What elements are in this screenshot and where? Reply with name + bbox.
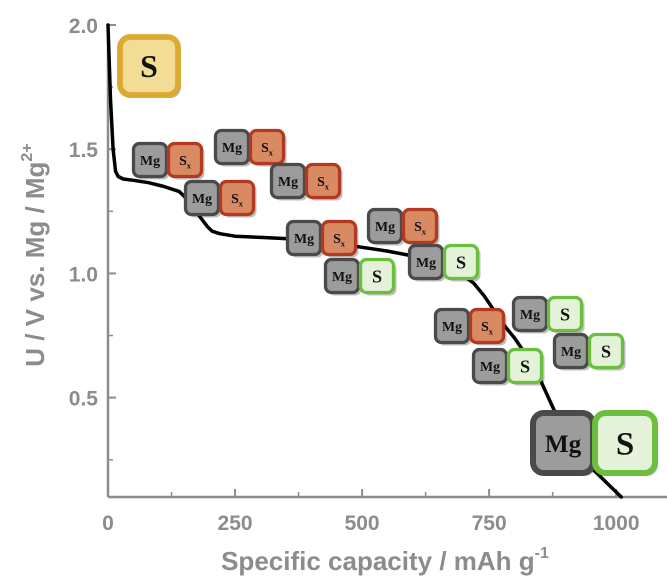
svg-text:S: S xyxy=(616,427,634,463)
svg-text:Mg: Mg xyxy=(140,153,160,168)
svg-text:Sx: Sx xyxy=(481,319,494,336)
x-ticks: 0 250 500 750 1000 xyxy=(102,489,640,535)
mg-sx-pair-6-left: Mg xyxy=(366,207,405,246)
svg-text:Sx: Sx xyxy=(414,219,427,236)
svg-text:Mg: Mg xyxy=(294,231,314,246)
sulfur-block: S xyxy=(117,34,181,98)
x-axis-title: Specific capacity / mAh g-1 xyxy=(221,545,549,576)
mg-s-pair-2-right: S xyxy=(442,243,481,282)
svg-text:Mg: Mg xyxy=(442,319,462,334)
svg-text:Mg: Mg xyxy=(192,191,212,206)
mg-sx-pair-3-left: Mg xyxy=(183,179,222,218)
mg-s-pair-3-left: Mg xyxy=(511,295,550,334)
svg-text:S: S xyxy=(601,341,611,361)
x-tick-label: 1000 xyxy=(593,512,640,535)
svg-text:Sx: Sx xyxy=(231,191,244,208)
svg-text:Sx: Sx xyxy=(261,140,274,157)
mg-sx-pair-4-right: Sx xyxy=(304,162,343,201)
y-tick-label: 2.0 xyxy=(69,15,98,38)
svg-text:Mg: Mg xyxy=(545,431,582,458)
x-axis-title-sup: -1 xyxy=(535,545,549,562)
mg-sx-pair-2-left: Mg xyxy=(213,128,252,167)
mg-sx-pair-6-right: Sx xyxy=(401,207,440,246)
y-axis-title: U / V vs. Mg / Mg2+ xyxy=(19,143,50,366)
svg-text:Mg: Mg xyxy=(332,269,352,284)
svg-text:S: S xyxy=(140,49,158,84)
y-tick-label: 1.5 xyxy=(69,139,99,162)
y-axis-title-sup: 2+ xyxy=(19,143,36,161)
svg-text:S: S xyxy=(560,304,570,324)
svg-text:Mg: Mg xyxy=(561,344,581,359)
axes xyxy=(106,25,667,499)
svg-text:Mg: Mg xyxy=(416,255,436,270)
svg-text:Mg: Mg xyxy=(375,219,395,234)
x-tick-label: 250 xyxy=(218,512,253,535)
mg-sx-pair-5-right: Sx xyxy=(320,219,359,258)
mg-sx-pair-7-right: Sx xyxy=(468,307,507,346)
svg-text:Sx: Sx xyxy=(179,153,192,170)
x-tick-label: 0 xyxy=(102,512,114,535)
mg-s-pair-1-left: Mg xyxy=(323,257,362,296)
mg-s-pair-4-left: Mg xyxy=(471,347,510,386)
mg-s-pair-3-right: S xyxy=(546,295,585,334)
svg-text:Mg: Mg xyxy=(278,174,298,189)
svg-text:Mg: Mg xyxy=(222,140,242,155)
annotation-blocks: S Mg Sx Mg Sx Mg Sx Mg Sx Mg Sx Mg Sx Mg Sx Mg S Mg S Mg S Mg… xyxy=(117,34,658,476)
y-tick-label: 0.5 xyxy=(69,388,99,411)
mg-sx-pair-2-right: Sx xyxy=(248,128,287,167)
x-tick-label: 750 xyxy=(472,512,507,535)
mg-s-pair-1-right: S xyxy=(358,257,397,296)
mg-s-pair-5-left: Mg xyxy=(552,332,591,371)
mg-sx-pair-4-left: Mg xyxy=(269,162,308,201)
svg-text:S: S xyxy=(456,252,466,272)
svg-text:S: S xyxy=(372,266,382,286)
svg-text:Sx: Sx xyxy=(317,174,330,191)
mg-s-pair-large-left: Mg xyxy=(530,410,596,476)
svg-text:Mg: Mg xyxy=(480,359,500,374)
y-tick-label: 1.0 xyxy=(69,263,98,286)
mg-s-pair-2-left: Mg xyxy=(407,243,446,282)
mg-sx-pair-7-left: Mg xyxy=(433,307,472,346)
mg-s-pair-large-right: S xyxy=(592,410,658,476)
svg-text:Mg: Mg xyxy=(520,307,540,322)
svg-text:S: S xyxy=(520,356,530,376)
mg-s-pair-5-right: S xyxy=(587,332,626,371)
mg-sx-pair-1-right: Sx xyxy=(166,141,205,180)
svg-text:Sx: Sx xyxy=(333,231,346,248)
y-ticks: 0.5 1.0 1.5 2.0 xyxy=(69,15,116,461)
mg-sx-pair-1-left: Mg xyxy=(131,141,170,180)
mg-s-pair-4-right: S xyxy=(506,347,545,386)
x-tick-label: 500 xyxy=(345,512,380,535)
mg-sx-pair-5-left: Mg xyxy=(285,219,324,258)
mg-sx-pair-3-right: Sx xyxy=(218,179,257,218)
